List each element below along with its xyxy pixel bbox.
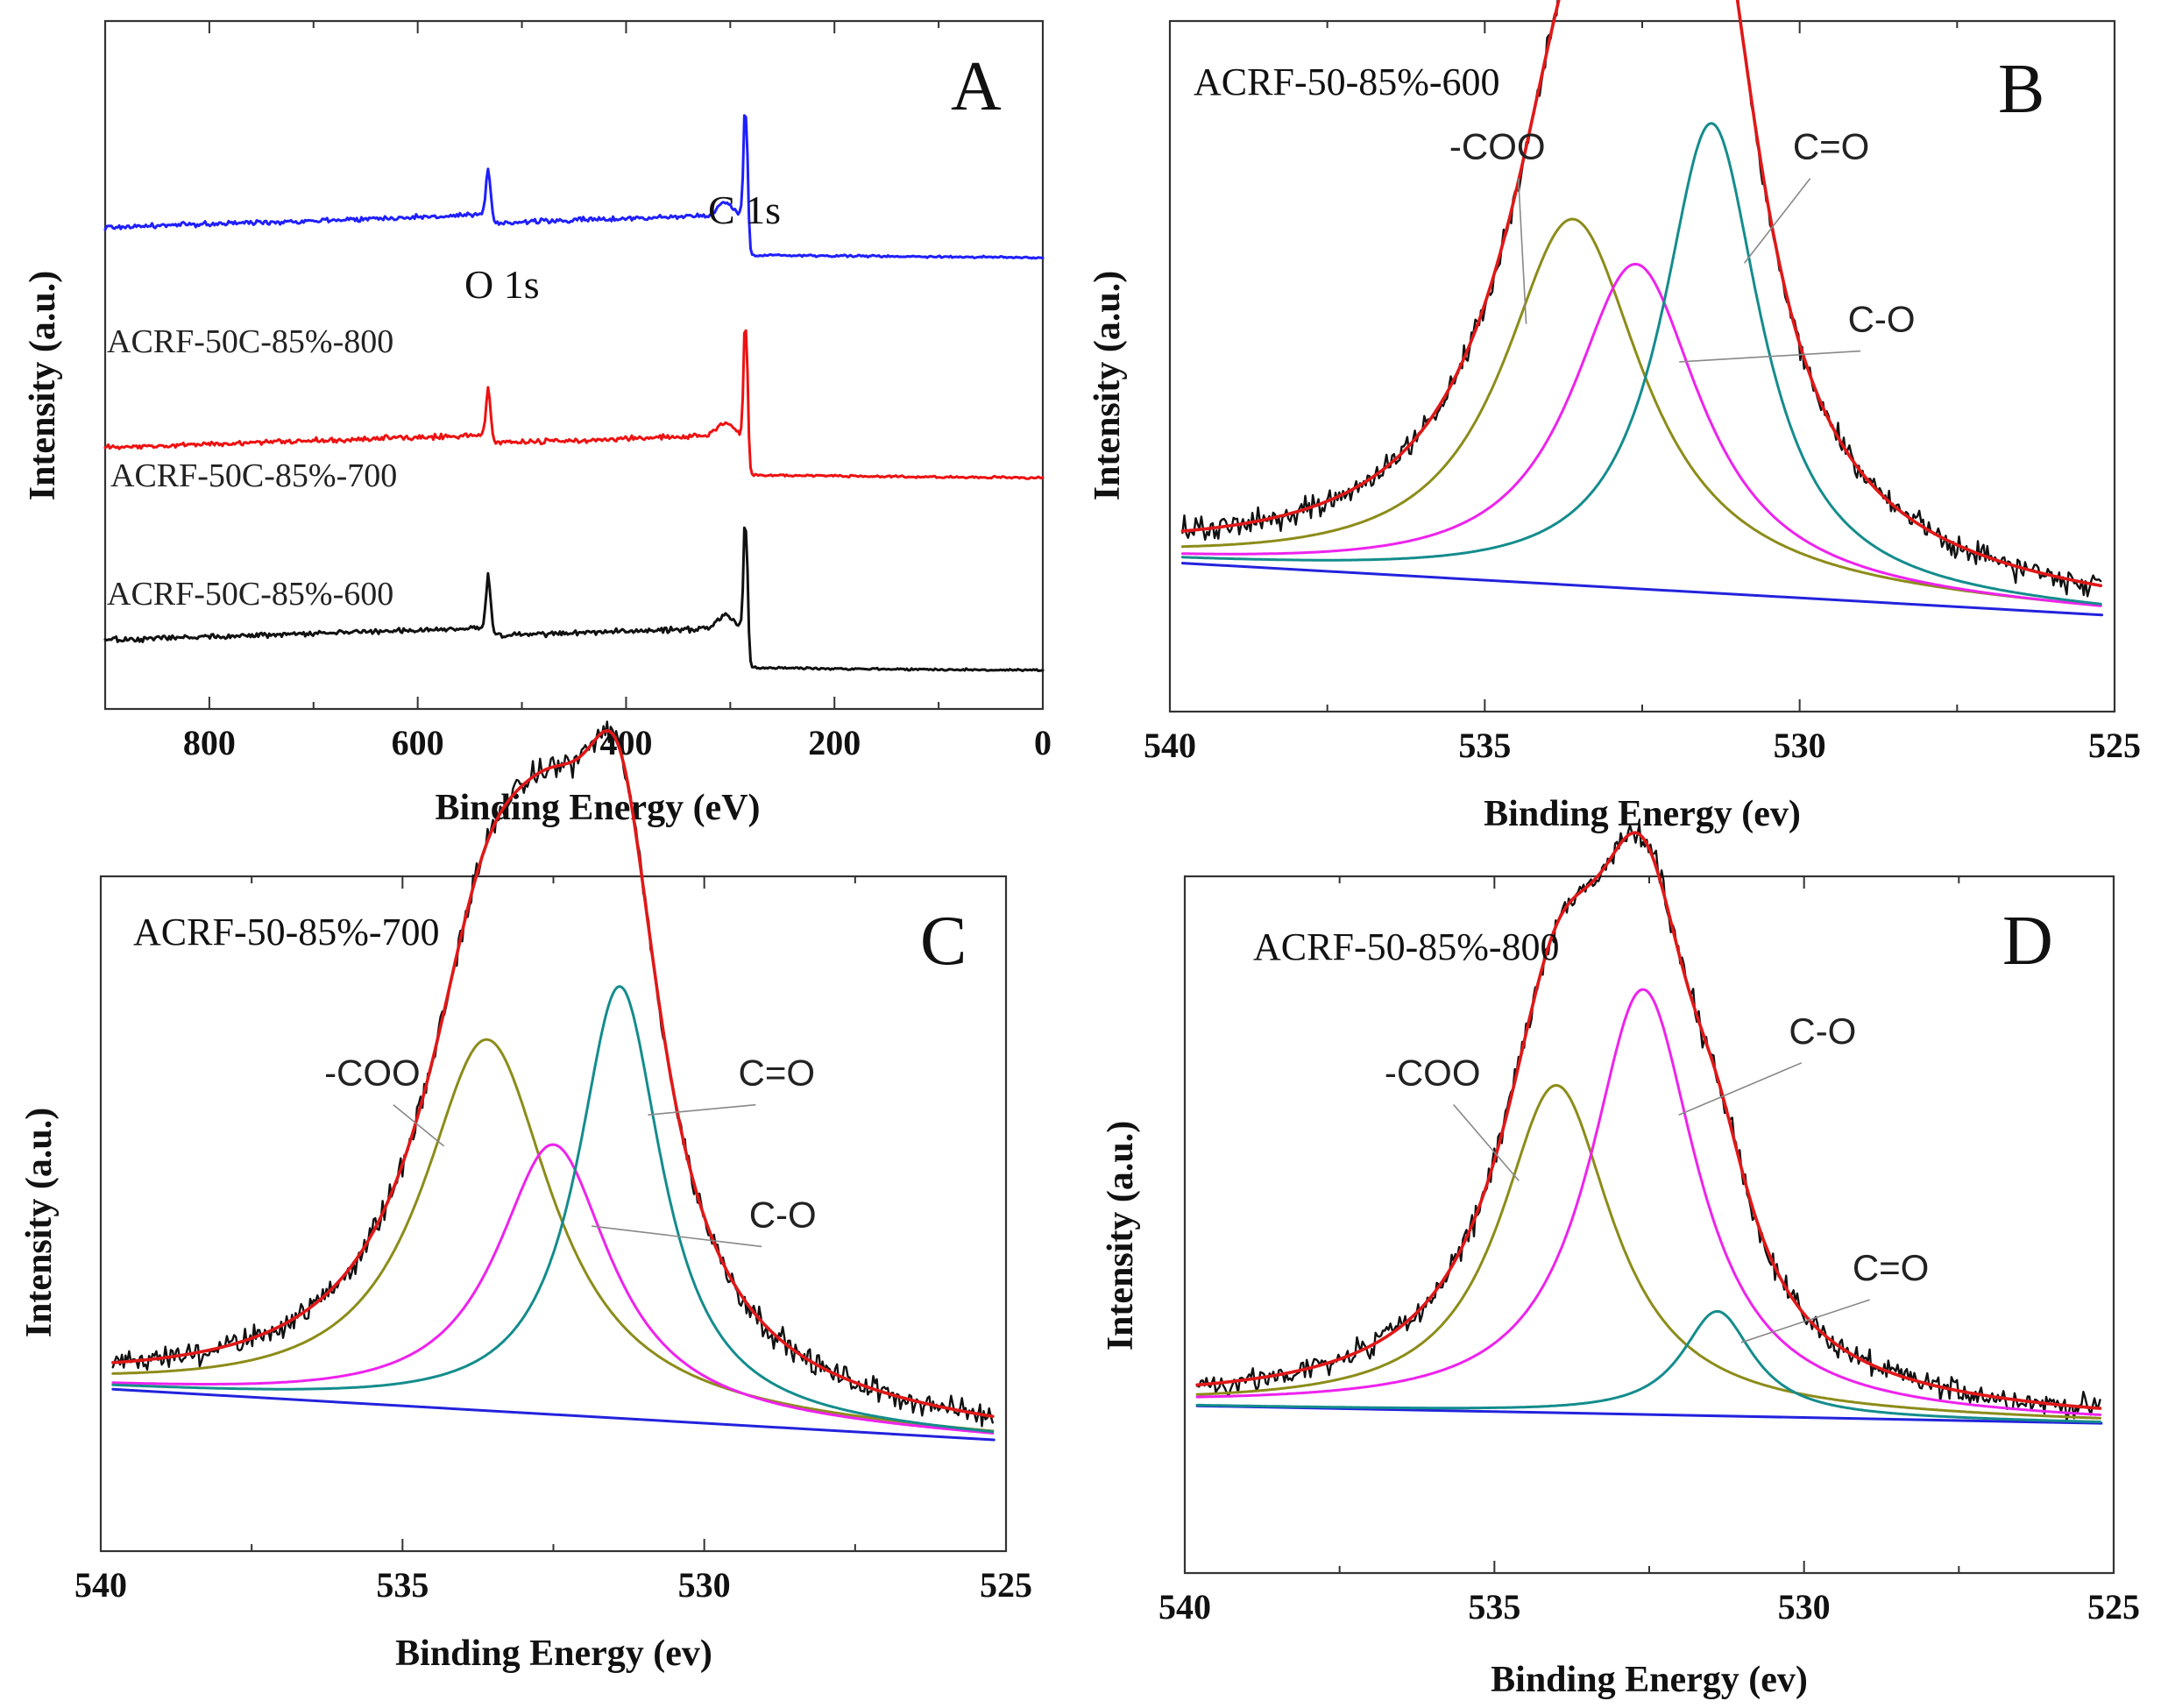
component-line-C=O xyxy=(111,985,995,1434)
component-label-C=O: C=O xyxy=(1793,126,1870,167)
panel-d-xlabel: Binding Energy (ev) xyxy=(1491,1660,1808,1700)
o1s-label: O 1s xyxy=(464,262,540,307)
x-tick-label: 535 xyxy=(1468,1587,1520,1626)
panel-d: 540 535 530 525 ACRF-50-85%-800 D -COO C-O C=… xyxy=(1101,823,2140,1700)
component-line--COO xyxy=(1180,217,2102,607)
series-label-700: ACRF-50C-85%-700 xyxy=(110,457,397,494)
envelope-fit-line xyxy=(1195,831,2102,1410)
series-label-600: ACRF-50C-85%-600 xyxy=(107,576,393,613)
panel-b-sample: ACRF-50-85%-600 xyxy=(1194,60,1500,103)
component-line--COO xyxy=(111,1038,995,1433)
leader-line xyxy=(1517,178,1527,324)
raw-data-line xyxy=(111,720,994,1428)
leader-line xyxy=(591,1225,762,1248)
series-line-ACRF-50C-85%-700 xyxy=(103,329,1045,480)
series-label-800: ACRF-50C-85%-800 xyxy=(107,323,393,360)
x-tick-label: 525 xyxy=(2087,1587,2140,1626)
component-label-C=O: C=O xyxy=(1853,1247,1930,1288)
x-tick-label: 200 xyxy=(808,723,861,762)
component-label--COO: -COO xyxy=(324,1052,421,1094)
panel-c: 540 535 530 525 ACRF-50-85%-700 C -COO C-O C=… xyxy=(19,720,1032,1674)
leader-line xyxy=(1740,1299,1870,1343)
leader-line xyxy=(1453,1103,1520,1181)
x-tick-label: 535 xyxy=(376,1565,429,1605)
baseline-line xyxy=(1180,562,2104,617)
panel-d-sample: ACRF-50-85%-800 xyxy=(1253,925,1560,968)
baseline-line xyxy=(111,1387,995,1442)
component-label--COO: -COO xyxy=(1449,126,1546,167)
panel-a: 800 600 400 200 0 A O 1s C 1s ACRF-50C-85%-8… xyxy=(23,19,1052,828)
component-label-C-O: C-O xyxy=(749,1194,817,1235)
component-line-C=O xyxy=(1195,1309,2101,1423)
leader-line xyxy=(648,1103,756,1116)
baseline-line xyxy=(1195,1404,2103,1425)
x-tick-label: 530 xyxy=(1778,1587,1831,1626)
leader-line xyxy=(1679,350,1861,363)
panel-c-letter: C xyxy=(920,903,967,980)
component-line-C-O xyxy=(1180,262,2102,607)
panel-a-letter: A xyxy=(951,48,1002,125)
component-label-C-O: C-O xyxy=(1789,1010,1856,1052)
x-tick-label: 525 xyxy=(2088,726,2141,765)
x-tick-label: 540 xyxy=(74,1565,127,1605)
panel-a-frame xyxy=(103,19,1045,711)
panel-d-letter: D xyxy=(2002,903,2053,980)
raw-data-line xyxy=(1195,823,2101,1421)
raw-data-line xyxy=(1181,0,2102,598)
x-tick-label: 535 xyxy=(1458,726,1511,765)
panel-c-xlabel: Binding Energy (ev) xyxy=(395,1634,712,1674)
x-tick-label: 525 xyxy=(980,1565,1032,1605)
panel-b-xlabel: Binding Energy (ev) xyxy=(1484,794,1801,834)
x-tick-label: 600 xyxy=(392,723,444,762)
x-tick-label: 0 xyxy=(1034,723,1052,762)
panel-d-frame xyxy=(1183,875,2115,1575)
x-tick-label: 800 xyxy=(183,723,236,762)
c1s-label: C 1s xyxy=(708,188,781,232)
panel-d-ylabel: Intensity (a.u.) xyxy=(1101,1121,1141,1351)
panel-c-ylabel: Intensity (a.u.) xyxy=(19,1108,60,1338)
envelope-fit-line xyxy=(1180,0,2102,588)
leader-line xyxy=(1743,178,1811,264)
panel-b: 540 535 530 525 ACRF-50-85%-600 B -COO C-O C=… xyxy=(1088,0,2141,834)
component-label-C=O: C=O xyxy=(739,1052,816,1094)
component-line-C=O xyxy=(1180,122,2102,606)
panel-a-xlabel: Binding Energy (eV) xyxy=(435,788,760,828)
series-line-ACRF-50C-85%-800 xyxy=(103,114,1045,260)
panel-a-ylabel: Intensity (a.u.) xyxy=(23,271,63,501)
panel-b-letter: B xyxy=(1998,51,2044,128)
component-line--COO xyxy=(1195,1084,2101,1420)
panel-b-ylabel: Intensity (a.u.) xyxy=(1088,271,1128,501)
component-line-C-O xyxy=(111,1143,995,1435)
x-tick-label: 530 xyxy=(678,1565,731,1605)
panel-c-sample: ACRF-50-85%-700 xyxy=(133,911,440,953)
panel-c-frame xyxy=(99,875,1008,1553)
x-tick-label: 530 xyxy=(1774,726,1826,765)
component-line-C-O xyxy=(1195,988,2101,1416)
envelope-fit-line xyxy=(111,729,995,1419)
leader-line xyxy=(393,1104,445,1147)
component-label--COO: -COO xyxy=(1385,1052,1481,1094)
component-label-C-O: C-O xyxy=(1848,299,1916,340)
x-tick-label: 540 xyxy=(1144,726,1196,765)
x-tick-label: 540 xyxy=(1158,1587,1211,1626)
leader-line xyxy=(1678,1062,1803,1116)
series-line-ACRF-50C-85%-600 xyxy=(103,526,1045,673)
